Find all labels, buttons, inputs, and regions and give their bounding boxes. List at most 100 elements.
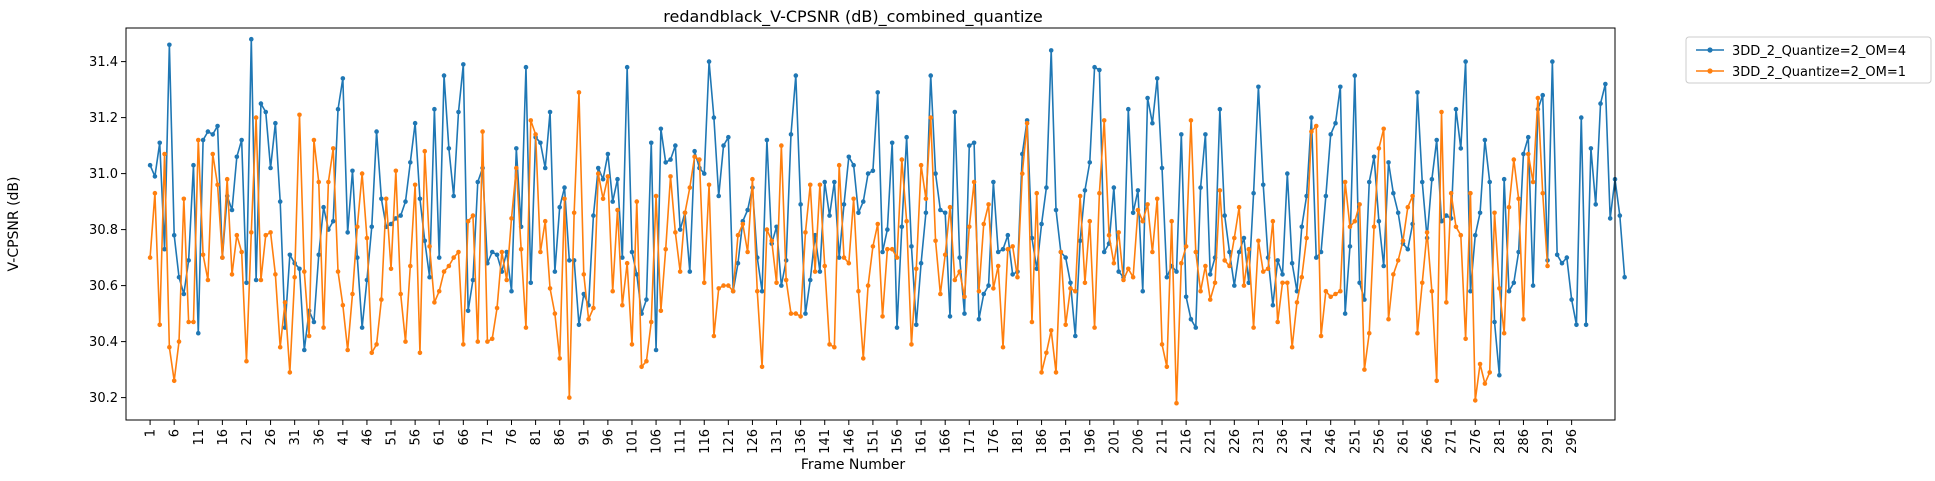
data-point	[287, 370, 293, 375]
data-point	[677, 227, 683, 232]
data-point	[1000, 246, 1006, 252]
data-point	[1525, 151, 1531, 157]
data-point	[1497, 372, 1502, 378]
data-point	[1366, 330, 1372, 336]
data-point	[1174, 269, 1179, 274]
data-point	[1068, 280, 1073, 286]
data-point	[195, 137, 201, 143]
data-point	[1559, 260, 1565, 266]
data-point	[798, 314, 803, 319]
data-point	[1468, 190, 1473, 196]
data-point	[1097, 67, 1102, 73]
data-point	[1497, 286, 1502, 291]
data-point	[706, 59, 712, 64]
data-point	[1309, 129, 1314, 134]
data-point	[229, 272, 235, 277]
data-point	[880, 249, 885, 255]
data-point	[1270, 218, 1276, 224]
data-point	[750, 176, 755, 182]
data-point	[412, 182, 418, 188]
data-point	[1227, 249, 1232, 255]
data-point	[1227, 263, 1232, 269]
data-point	[1222, 213, 1227, 218]
data-point	[841, 202, 847, 207]
data-point	[624, 260, 630, 266]
data-point	[1607, 216, 1613, 221]
data-point	[147, 162, 153, 168]
data-point	[253, 115, 259, 120]
data-point	[620, 302, 625, 308]
data-point	[1203, 132, 1208, 137]
data-point	[1256, 238, 1261, 244]
data-point	[759, 288, 765, 294]
data-point	[1280, 280, 1285, 286]
data-point	[1593, 202, 1599, 207]
data-point	[1116, 230, 1121, 235]
data-point	[1068, 286, 1073, 291]
data-point	[1453, 224, 1459, 230]
y-tick-label: 30.4	[89, 335, 118, 350]
data-point	[403, 339, 408, 344]
data-point	[509, 288, 514, 294]
data-point	[952, 109, 958, 115]
data-point	[754, 288, 760, 294]
data-point	[248, 230, 254, 235]
data-point	[1063, 255, 1068, 260]
data-point	[1159, 165, 1165, 171]
x-tick-label: 91	[577, 429, 592, 446]
data-point	[1525, 134, 1531, 140]
data-point	[894, 255, 900, 260]
data-point	[171, 232, 177, 238]
data-point	[605, 174, 611, 179]
data-point	[191, 162, 196, 168]
data-point	[417, 350, 423, 356]
data-point	[1313, 123, 1319, 129]
data-point	[1564, 255, 1570, 260]
data-point	[542, 218, 548, 224]
data-point	[885, 227, 890, 232]
data-point	[1415, 330, 1420, 336]
data-point	[909, 244, 914, 249]
data-point	[1439, 109, 1444, 115]
data-point	[634, 199, 640, 204]
data-point	[885, 246, 890, 252]
data-point	[268, 230, 273, 235]
data-point	[1294, 300, 1300, 305]
data-point	[779, 143, 784, 148]
data-point	[547, 109, 553, 115]
x-tick-label: 261	[1396, 429, 1411, 454]
data-point	[1603, 81, 1608, 87]
data-point	[726, 283, 731, 288]
data-point	[648, 319, 654, 325]
data-point	[952, 277, 958, 283]
data-point	[557, 356, 562, 361]
data-point	[509, 216, 514, 221]
series-1	[147, 36, 1627, 378]
data-point	[706, 182, 712, 188]
x-tick-label: 51	[385, 429, 400, 446]
data-point	[1154, 76, 1160, 81]
data-point	[976, 316, 982, 322]
data-point	[215, 123, 220, 129]
data-point	[605, 151, 611, 157]
data-point	[528, 118, 534, 123]
data-point	[152, 174, 158, 179]
x-tick-label: 6	[168, 429, 183, 437]
data-point	[1053, 370, 1059, 375]
x-tick-label: 101	[625, 429, 640, 454]
x-tick-label: 76	[505, 429, 520, 446]
data-point	[542, 165, 548, 171]
data-point	[817, 182, 823, 188]
data-point	[1256, 84, 1261, 90]
data-point	[1193, 325, 1199, 330]
data-point	[538, 140, 543, 146]
data-point	[301, 269, 307, 274]
data-point	[1622, 274, 1627, 280]
x-tick-label: 256	[1372, 429, 1387, 454]
data-point	[986, 283, 991, 288]
data-point	[186, 258, 191, 263]
data-point	[1391, 272, 1396, 277]
data-point	[1217, 106, 1223, 112]
data-point	[1487, 370, 1493, 375]
data-point	[957, 255, 962, 260]
